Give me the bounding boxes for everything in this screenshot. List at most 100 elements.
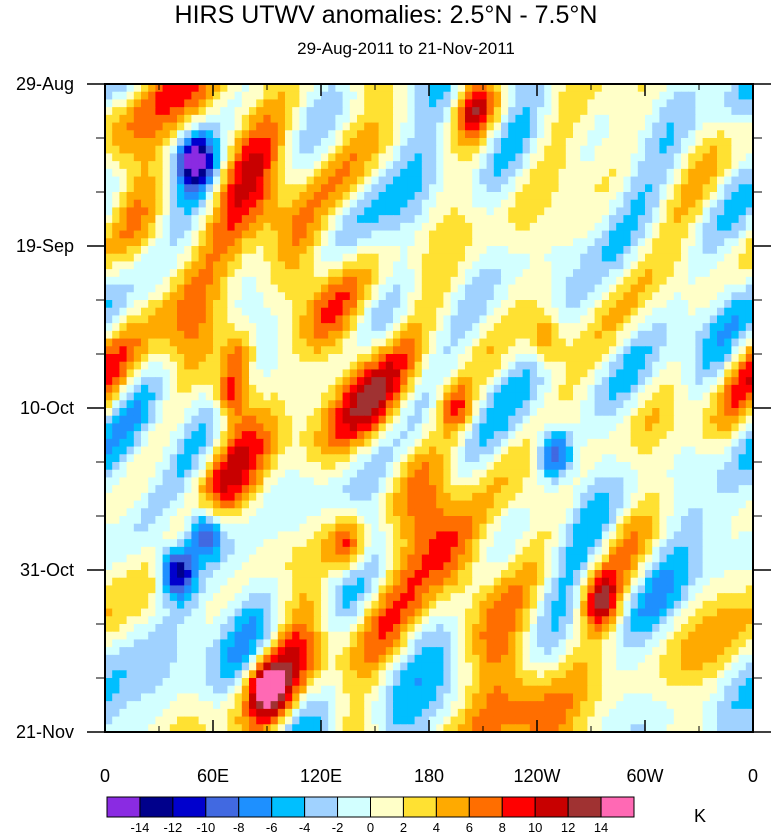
heatmap-cell bbox=[270, 346, 279, 355]
heatmap-cell bbox=[508, 354, 516, 363]
heatmap-cell bbox=[637, 84, 646, 93]
heatmap-cell bbox=[256, 315, 264, 324]
heatmap-cell bbox=[393, 215, 401, 224]
heatmap-cell bbox=[738, 192, 747, 201]
heatmap-cell bbox=[378, 84, 387, 93]
heatmap-cell bbox=[537, 377, 545, 386]
heatmap-cell bbox=[529, 338, 538, 347]
heatmap-cell bbox=[378, 392, 387, 401]
heatmap-cell bbox=[450, 492, 459, 502]
heatmap-cell bbox=[551, 284, 560, 293]
heatmap-cell bbox=[457, 130, 466, 139]
heatmap-cell bbox=[472, 361, 480, 371]
heatmap-cell bbox=[443, 462, 452, 471]
heatmap-cell bbox=[263, 222, 272, 232]
heatmap-cell bbox=[659, 361, 668, 371]
heatmap-cell bbox=[321, 438, 329, 448]
heatmap-cell bbox=[688, 400, 696, 409]
heatmap-cell bbox=[508, 323, 516, 332]
heatmap-cell bbox=[105, 138, 113, 147]
heatmap-cell bbox=[112, 361, 120, 371]
heatmap-cell bbox=[306, 377, 315, 386]
heatmap-cell bbox=[688, 492, 696, 502]
heatmap-cell bbox=[652, 84, 660, 93]
heatmap-cell bbox=[450, 215, 459, 224]
heatmap-cell bbox=[688, 192, 696, 201]
heatmap-cell bbox=[112, 323, 120, 332]
heatmap-cell bbox=[220, 230, 228, 239]
heatmap-cell bbox=[666, 261, 675, 270]
heatmap-cell bbox=[544, 184, 552, 193]
heatmap-cell bbox=[169, 384, 178, 394]
heatmap-cell bbox=[565, 176, 574, 185]
heatmap-cell bbox=[205, 176, 214, 185]
heatmap-cell bbox=[321, 346, 329, 355]
heatmap-cell bbox=[544, 446, 552, 455]
heatmap-cell bbox=[645, 500, 653, 509]
heatmap-cell bbox=[198, 485, 207, 494]
heatmap-cell bbox=[738, 230, 747, 239]
heatmap-cell bbox=[205, 122, 214, 131]
heatmap-cell bbox=[133, 114, 142, 124]
heatmap-cell bbox=[637, 400, 646, 409]
heatmap-cell bbox=[529, 408, 538, 417]
heatmap-cell bbox=[515, 199, 524, 209]
heatmap-cell bbox=[112, 215, 120, 224]
heatmap-cell bbox=[241, 84, 250, 93]
heatmap-cell bbox=[393, 276, 401, 286]
heatmap-cell bbox=[263, 176, 272, 185]
heatmap-cell bbox=[436, 230, 444, 239]
heatmap-cell bbox=[731, 400, 740, 409]
heatmap-cell bbox=[594, 423, 603, 432]
heatmap-cell bbox=[695, 292, 704, 301]
heatmap-cell bbox=[155, 99, 164, 108]
heatmap-cell bbox=[234, 284, 243, 293]
heatmap-cell bbox=[256, 192, 264, 201]
heatmap-cell bbox=[328, 369, 336, 378]
heatmap-cell bbox=[321, 423, 329, 432]
heatmap-cell bbox=[414, 246, 423, 255]
heatmap-cell bbox=[357, 84, 365, 93]
heatmap-cell bbox=[616, 161, 624, 170]
heatmap-cell bbox=[443, 138, 452, 147]
heatmap-cell bbox=[148, 300, 156, 309]
heatmap-cell bbox=[285, 261, 293, 270]
heatmap-cell bbox=[709, 446, 718, 455]
heatmap-cell bbox=[515, 192, 524, 201]
heatmap-cell bbox=[645, 354, 653, 363]
heatmap-cell bbox=[414, 508, 423, 517]
heatmap-cell bbox=[673, 246, 682, 255]
heatmap-cell bbox=[573, 246, 581, 255]
heatmap-cell bbox=[558, 99, 567, 108]
heatmap-cell bbox=[436, 99, 444, 108]
heatmap-cell bbox=[457, 161, 466, 170]
heatmap-cell bbox=[695, 199, 704, 209]
heatmap-cell bbox=[429, 446, 437, 455]
heatmap-cell bbox=[587, 253, 596, 263]
heatmap-cell bbox=[249, 99, 257, 108]
heatmap-cell bbox=[407, 246, 416, 255]
heatmap-cell bbox=[479, 107, 488, 116]
heatmap-cell bbox=[508, 122, 516, 131]
heatmap-cell bbox=[169, 168, 178, 178]
heatmap-cell bbox=[493, 292, 502, 301]
heatmap-cell bbox=[241, 138, 250, 147]
heatmap-cell bbox=[436, 500, 444, 509]
heatmap-cell bbox=[702, 292, 711, 301]
heatmap-cell bbox=[213, 400, 221, 409]
heatmap-cell bbox=[421, 99, 430, 108]
heatmap-cell bbox=[393, 222, 401, 232]
heatmap-cell bbox=[407, 462, 416, 471]
heatmap-cell bbox=[429, 462, 437, 471]
heatmap-cell bbox=[551, 192, 560, 201]
heatmap-cell bbox=[241, 192, 250, 201]
heatmap-cell bbox=[666, 222, 675, 232]
heatmap-cell bbox=[234, 477, 243, 486]
heatmap-cell bbox=[112, 408, 120, 417]
heatmap-cell bbox=[731, 130, 740, 139]
heatmap-cell bbox=[450, 107, 459, 116]
heatmap-cell bbox=[277, 500, 286, 509]
heatmap-cell bbox=[537, 330, 545, 340]
heatmap-cell bbox=[198, 207, 207, 216]
heatmap-cell bbox=[335, 253, 344, 263]
